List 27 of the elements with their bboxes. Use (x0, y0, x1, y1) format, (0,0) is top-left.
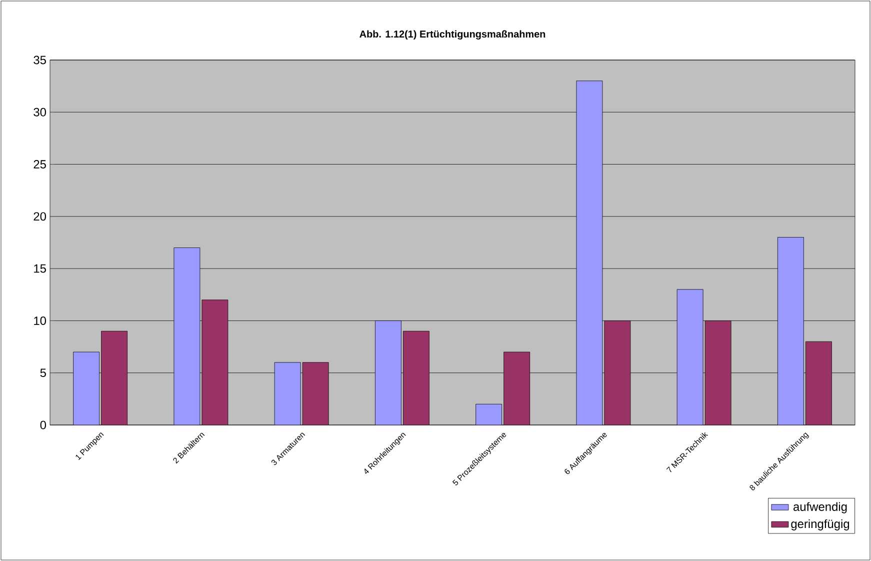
y-tick-label: 20 (34, 212, 46, 221)
bar (676, 289, 704, 425)
y-tick-label: 0 (40, 420, 46, 430)
y-tick-label: 25 (34, 160, 46, 169)
bar (402, 330, 430, 425)
bar (374, 320, 402, 425)
bar (704, 320, 732, 425)
y-tick-label: 15 (34, 264, 46, 273)
bar (504, 352, 530, 425)
y-tick-label: 30 (34, 108, 46, 116)
bar (202, 300, 228, 425)
y-tick-label: 35 (34, 56, 46, 64)
bar (777, 237, 804, 425)
chart-title: Abb. 1.12(1) Ertüchtigungsmaßnahmen (360, 30, 546, 40)
y-tick-label: 10 (34, 316, 46, 325)
bar (73, 352, 100, 425)
bar (302, 362, 329, 425)
bar (576, 80, 603, 425)
y-tick-label: 5 (40, 368, 46, 378)
legend-label: geringfügig (791, 519, 850, 530)
legend-label: aufwendig (793, 502, 847, 514)
bar (476, 404, 502, 425)
bar (805, 341, 832, 425)
bar (101, 330, 128, 425)
bar (604, 320, 631, 425)
bar (174, 248, 200, 425)
bar (274, 362, 301, 425)
